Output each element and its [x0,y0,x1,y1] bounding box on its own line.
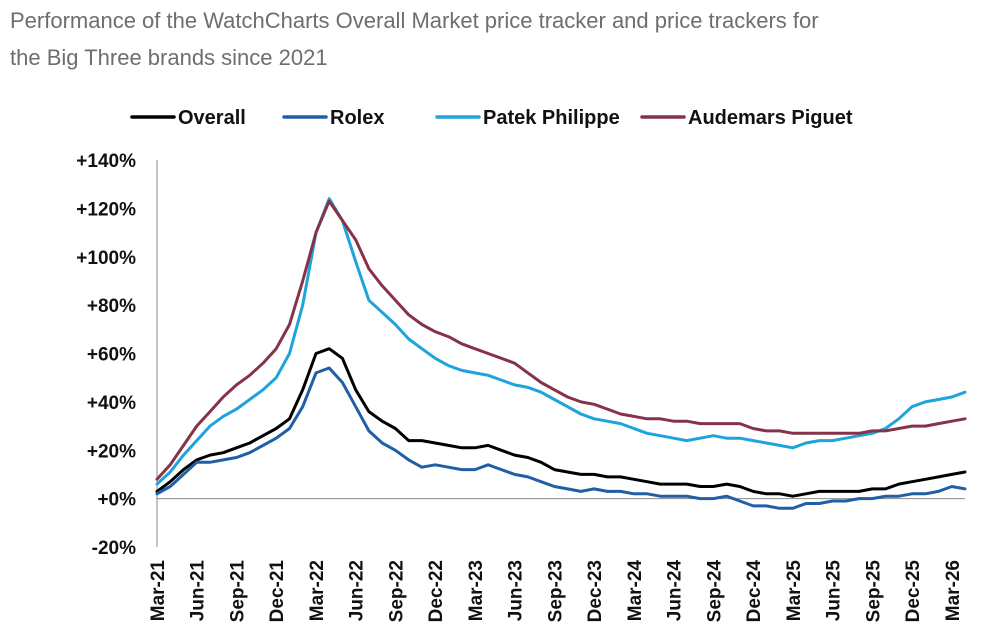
y-tick-label: -20% [92,538,136,559]
y-tick-label: +100% [76,248,136,269]
x-tick-label: Jun-21 [188,560,209,622]
x-tick-label: Sep-21 [227,560,248,623]
chart-title: Performance of the WatchCharts Overall M… [10,8,819,70]
series-lines [155,197,967,510]
x-tick-label: Jun-24 [665,560,686,622]
series-line-audemars-piguet [155,199,967,481]
y-tick-label: +20% [87,441,136,462]
x-tick-label: Jun-23 [506,560,527,621]
x-tick-label: Sep-23 [545,560,566,622]
x-tick-label: Mar-22 [307,560,328,621]
x-tick-label: Dec-24 [744,560,765,623]
series-line-overall [155,347,967,498]
y-tick-label: +40% [87,393,136,414]
legend-label: Rolex [330,107,384,129]
x-tick-label: Dec-25 [903,560,924,623]
legend-label: Patek Philippe [483,107,620,129]
x-tick-label: Mar-23 [466,560,487,621]
x-tick-label: Jun-25 [824,560,845,622]
y-axis-ticks: -20% +0% +20% +40% +60% +80% +100% +120% +140% [76,151,136,559]
x-axis-ticks: Mar-21 Jun-21 Sep-21 Dec-21 Mar-22 Jun-22 Sep-… [148,560,964,623]
x-tick-label: Sep-24 [704,560,725,623]
x-tick-label: Sep-22 [386,560,407,622]
y-tick-label: +140% [76,151,136,172]
y-tick-label: +80% [87,296,136,317]
x-tick-label: Mar-25 [784,560,805,622]
series-line-patek-philippe [155,197,967,486]
x-tick-label: Dec-22 [426,560,447,622]
y-tick-label: +120% [76,199,136,220]
y-tick-label: +60% [87,345,136,366]
legend-label: Overall [178,107,246,129]
x-tick-label: Mar-26 [943,560,964,621]
x-tick-label: Jun-22 [347,560,368,621]
x-tick-label: Mar-21 [148,560,169,622]
x-tick-label: Dec-21 [267,560,288,623]
chart-legend: Overall Rolex Patek Philippe Audemars Pigue… [130,107,853,129]
legend-label: Audemars Piguet [688,107,853,129]
x-tick-label: Sep-25 [863,560,884,623]
x-tick-label: Dec-23 [585,560,606,622]
series-line-rolex [155,366,967,510]
y-tick-label: +0% [97,490,136,511]
x-tick-label: Mar-24 [625,560,646,622]
